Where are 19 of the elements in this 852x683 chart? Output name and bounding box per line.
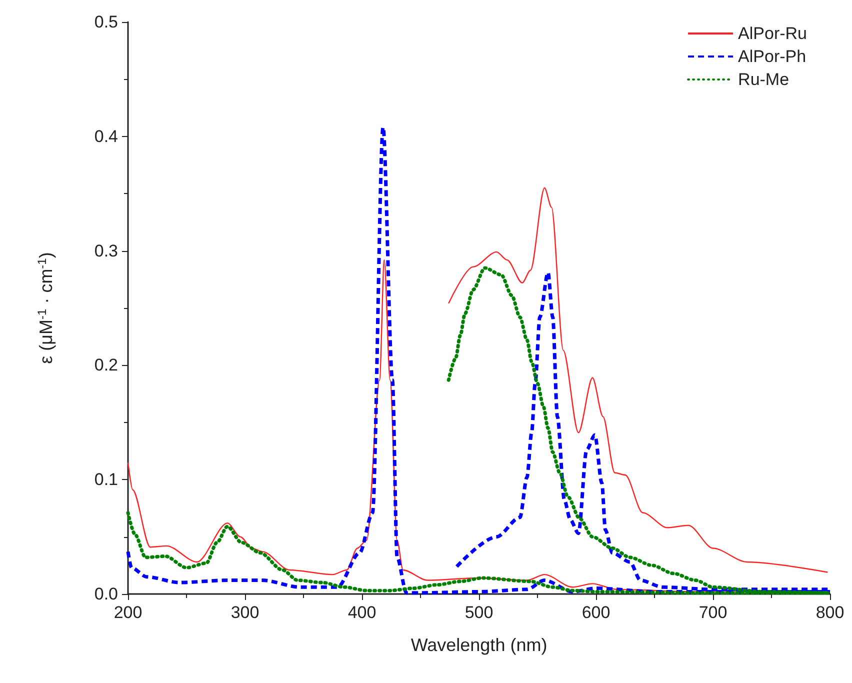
x-tick-label: 700 <box>698 603 728 622</box>
y-tick-label: 0.3 <box>94 241 118 260</box>
x-tick-label: 600 <box>582 603 610 622</box>
legend-label: AlPor-Ru <box>738 24 808 43</box>
y-axis-title: ε (μM-1 · cm-1) <box>35 252 56 364</box>
x-tick-label: 300 <box>230 603 260 622</box>
x-axis-title: Wavelength (nm) <box>410 635 548 655</box>
y-tick-label: 0.1 <box>94 470 118 490</box>
x-tick-label: 500 <box>464 603 494 622</box>
y-tick-label: 0.0 <box>94 584 118 604</box>
x-tick-label: 400 <box>348 603 376 622</box>
legend-label: AlPor-Ph <box>738 47 806 66</box>
y-tick-label: 0.4 <box>94 126 118 146</box>
x-tick-label: 200 <box>114 603 142 622</box>
x-tick-label: 800 <box>816 603 844 622</box>
legend-label: Ru-Me <box>738 70 790 89</box>
line-series <box>448 187 828 573</box>
y-tick-label: 0.5 <box>94 12 118 32</box>
y-tick-label: 0.2 <box>94 356 118 375</box>
